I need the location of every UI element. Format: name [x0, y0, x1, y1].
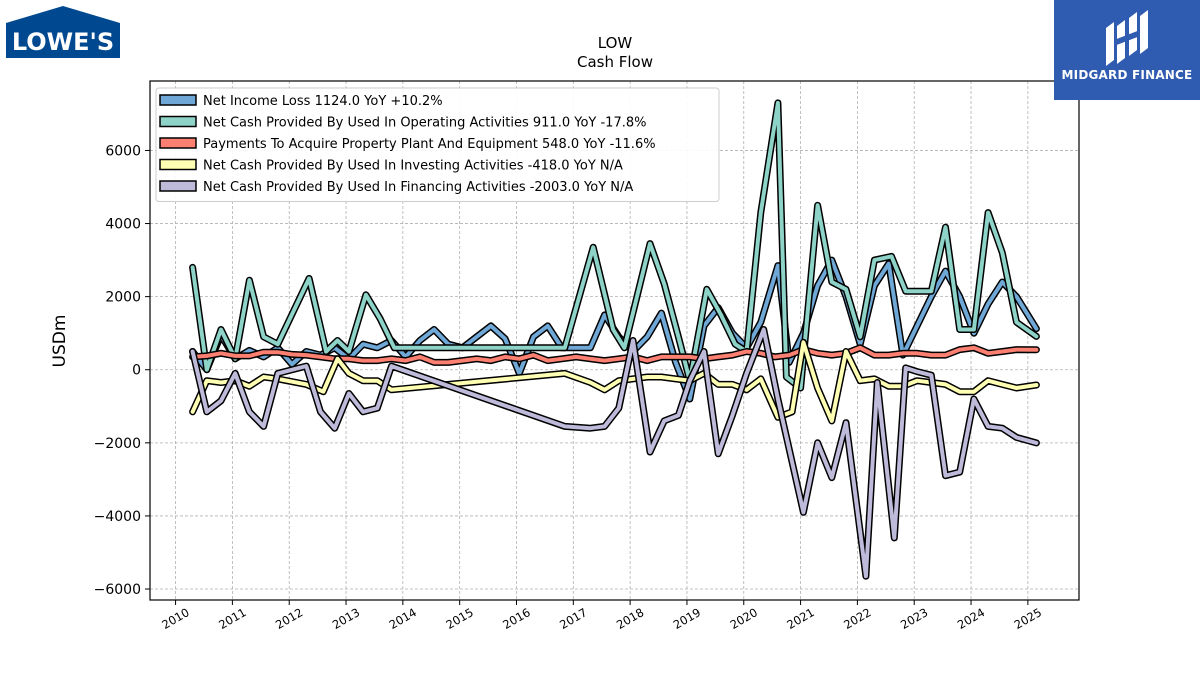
series-line-5: [190, 327, 1039, 579]
y-tick-label: 0: [132, 363, 141, 379]
y-tick-label: −4000: [94, 509, 141, 525]
midgard-finance-logo: MIDGARD FINANCE: [1054, 0, 1200, 100]
x-tick-label: 2023: [898, 605, 930, 632]
y-tick-label: −2000: [94, 436, 141, 452]
legend-swatch: [159, 115, 197, 128]
midgard-logo-text: MIDGARD FINANCE: [1061, 68, 1193, 82]
plot-area-frame: [149, 80, 1080, 601]
legend-swatch: [159, 180, 197, 192]
x-tick-label: 2022: [841, 605, 873, 632]
chart-title: LOW: [598, 34, 633, 52]
y-axis-label: USDm: [50, 315, 70, 368]
x-tick-label: 2021: [784, 605, 816, 632]
lowes-logo-text: LOWE'S: [12, 28, 114, 56]
x-tick-label: 2020: [728, 605, 760, 632]
legend-label: Net Cash Provided By Used In Investing A…: [203, 159, 623, 174]
legend-label: Payments To Acquire Property Plant And E…: [203, 137, 656, 152]
x-tick-label: 2010: [159, 605, 191, 632]
y-tick-label: 4000: [105, 217, 141, 233]
legend: Net Income Loss 1124.0 YoY +10.2% Net Cas…: [155, 87, 720, 202]
y-axis: −6000 −4000 −2000 0 2000 4000 6000: [94, 143, 150, 598]
x-tick-label: 2024: [955, 605, 987, 632]
series-line-2: [190, 100, 1039, 390]
legend-label: Net Cash Provided By Used In Operating A…: [203, 116, 646, 131]
legend-label: Net Income Loss 1124.0 YoY +10.2%: [203, 94, 443, 109]
x-tick-label: 2017: [557, 605, 589, 632]
x-tick-label: 2025: [1012, 605, 1044, 632]
x-tick-label: 2013: [330, 605, 362, 632]
y-tick-label: 6000: [105, 143, 141, 159]
chart-subtitle: Cash Flow: [577, 53, 653, 71]
y-tick-label: −6000: [94, 582, 141, 598]
x-tick-label: 2011: [216, 605, 248, 632]
midgard-mark-icon: [1106, 10, 1148, 66]
x-tick-label: 2018: [614, 605, 646, 632]
x-tick-label: 2012: [273, 605, 305, 632]
series-layer: [189, 99, 1040, 580]
x-tick-label: 2016: [500, 605, 532, 632]
series-line-3: [190, 345, 1039, 365]
legend-swatch: [159, 158, 197, 171]
legend-swatch: [159, 94, 197, 106]
x-tick-label: 2015: [443, 605, 475, 632]
legend-box: [155, 87, 720, 202]
x-tick-label: 2019: [671, 605, 703, 632]
y-tick-label: 2000: [105, 290, 141, 306]
x-tick-label: 2014: [387, 605, 419, 632]
lowes-logo: LOWE'S: [6, 6, 120, 58]
legend-label: Net Cash Provided By Used In Financing A…: [203, 180, 633, 195]
x-axis: 2010 2011 2012 2013 2014 2015 2016 2017 2018 2019…: [159, 600, 1044, 632]
legend-swatch: [159, 137, 197, 149]
series-line-outline: [189, 326, 1040, 580]
